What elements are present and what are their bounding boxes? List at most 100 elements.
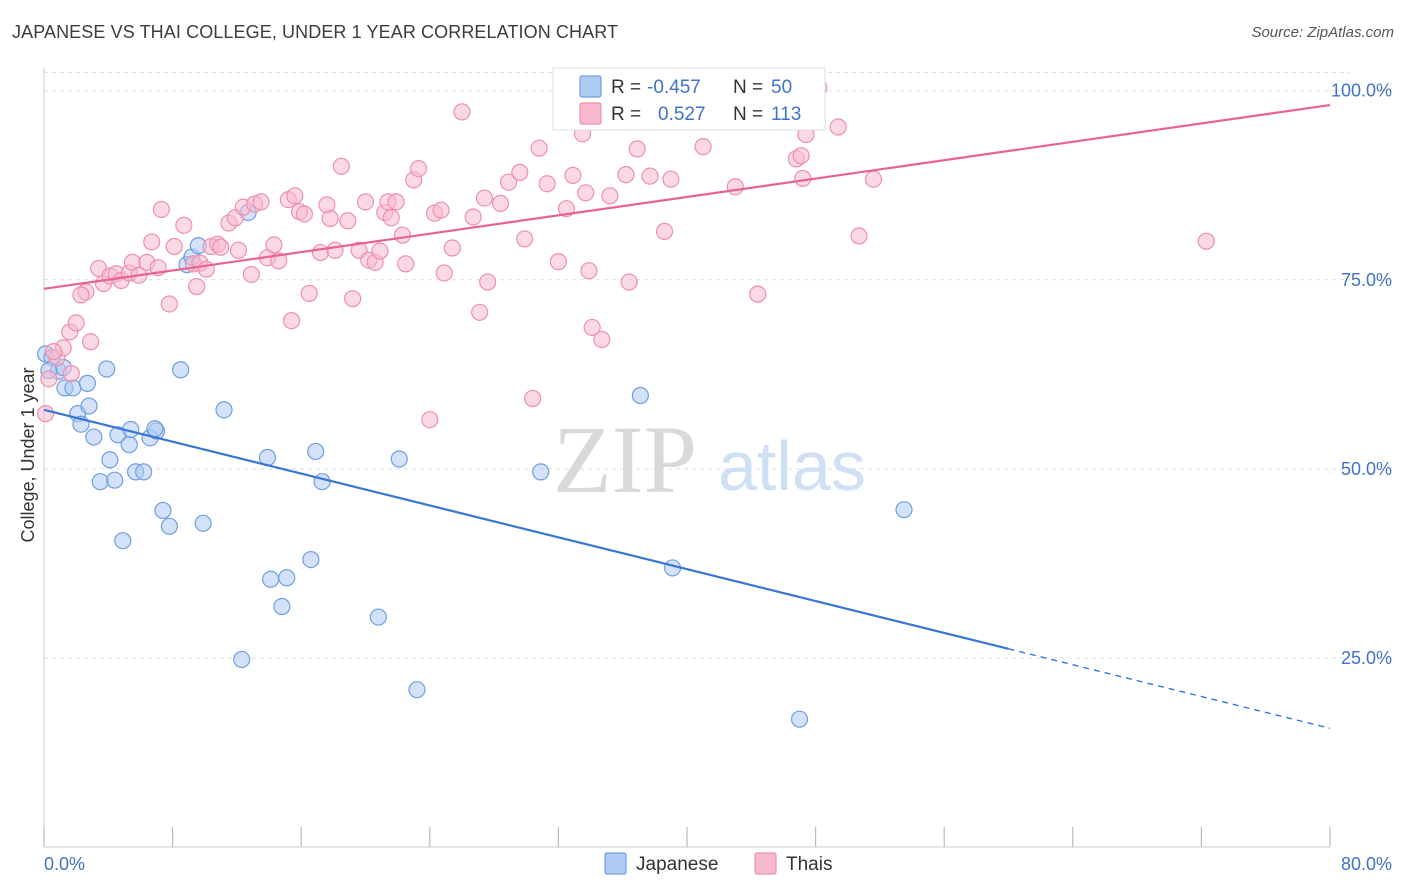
thai-point (464, 208, 482, 226)
thai-point (160, 295, 178, 313)
data-points (37, 79, 1215, 728)
thai-point (326, 241, 344, 259)
thai-point (617, 166, 635, 184)
japanese-point (154, 501, 172, 520)
japanese-point (64, 379, 82, 397)
thai-point (295, 205, 314, 223)
japanese-point (273, 597, 291, 616)
thai-point (475, 189, 494, 207)
thai-point (499, 173, 518, 191)
japanese-point (91, 473, 109, 491)
stats-r-value-thais: 0.527 (658, 104, 706, 125)
thai-point (549, 253, 568, 271)
japanese-point (135, 463, 153, 481)
stats-swatch-japanese (579, 75, 602, 98)
japanese-point (233, 650, 251, 669)
japanese-point (215, 401, 233, 419)
japanese-trend-line (43, 408, 1009, 650)
thai-point (829, 118, 847, 136)
thai-point (1197, 232, 1215, 250)
thai-point (435, 264, 453, 282)
thai-point (443, 239, 461, 257)
thai-point (794, 169, 812, 188)
stats-n-value-japanese: 50 (771, 77, 792, 98)
thai-point (72, 286, 90, 304)
thai-point (726, 178, 744, 196)
japanese-point (172, 361, 190, 379)
thai-point (286, 187, 304, 205)
thai-point (662, 170, 680, 188)
thai-point (583, 318, 601, 337)
thai-point (397, 255, 415, 273)
thai-point (864, 170, 883, 188)
stats-r-value-japanese: -0.457 (647, 77, 701, 98)
japanese-point (114, 532, 132, 550)
x-tick-label: 0.0% (44, 854, 85, 874)
stats-r-label-thais: R = (611, 104, 641, 125)
legend-label-thais: Thais (786, 854, 832, 875)
japanese-trend-extension (1008, 648, 1331, 729)
thai-point (453, 103, 471, 121)
japanese-point (302, 551, 320, 569)
thai-point (300, 284, 318, 302)
japanese-point (532, 463, 550, 481)
y-tick-label: 25.0% (1341, 648, 1392, 668)
legend: Japanese Thais (604, 852, 832, 875)
japanese-point (307, 442, 325, 461)
thai-point (282, 312, 301, 330)
thai-point (45, 343, 63, 361)
trend-lines (43, 103, 1331, 729)
thai-point (850, 227, 868, 245)
thai-point (421, 411, 439, 429)
tick-labels: 25.0% 50.0% 75.0% 100.0% 0.0% 80.0% (44, 81, 1392, 874)
chart-title: JAPANESE VS THAI COLLEGE, UNDER 1 YEAR C… (12, 22, 619, 42)
thai-point (188, 277, 206, 296)
thai-point (311, 243, 330, 262)
thai-point (471, 303, 489, 321)
thai-point (152, 200, 170, 219)
thai-point (792, 147, 810, 165)
stats-n-label-japanese: N = (733, 77, 763, 98)
japanese-point (369, 608, 387, 626)
japanese-point (895, 501, 913, 519)
thai-point (67, 314, 85, 332)
thai-trend-line (43, 103, 1331, 290)
thai-point (593, 330, 611, 349)
thai-point (620, 273, 638, 291)
thai-point (538, 175, 556, 193)
thai-point (749, 285, 767, 303)
japanese-point (78, 374, 97, 392)
japanese-point (313, 473, 331, 491)
thai-point (409, 159, 428, 178)
axes (43, 68, 1331, 848)
thai-point (242, 265, 260, 284)
thai-point (165, 237, 183, 256)
stats-n-label-thais: N = (733, 104, 763, 125)
source-credit: Source: ZipAtlas.com (1251, 24, 1394, 41)
thai-point (432, 201, 450, 219)
thai-point (655, 222, 674, 240)
thai-point (229, 241, 248, 259)
thai-point (577, 184, 595, 202)
thai-point (479, 273, 497, 291)
japanese-point (85, 428, 103, 446)
thai-point (580, 262, 598, 280)
japanese-point (80, 397, 98, 415)
thai-point (62, 364, 80, 383)
japanese-point (146, 420, 164, 438)
japanese-point (631, 386, 649, 405)
legend-label-japanese: Japanese (636, 854, 718, 875)
japanese-point (278, 569, 296, 587)
thai-point (332, 157, 350, 175)
thai-point (175, 216, 193, 234)
thai-point (82, 333, 100, 351)
thai-point (511, 163, 529, 181)
thai-point (321, 209, 339, 228)
legend-swatch-japanese (604, 852, 627, 875)
y-tick-label: 75.0% (1341, 270, 1392, 290)
thai-point (265, 236, 283, 254)
thai-point (393, 226, 412, 244)
y-tick-label: 50.0% (1341, 459, 1392, 479)
thai-point (339, 212, 357, 230)
thai-point (371, 242, 389, 260)
